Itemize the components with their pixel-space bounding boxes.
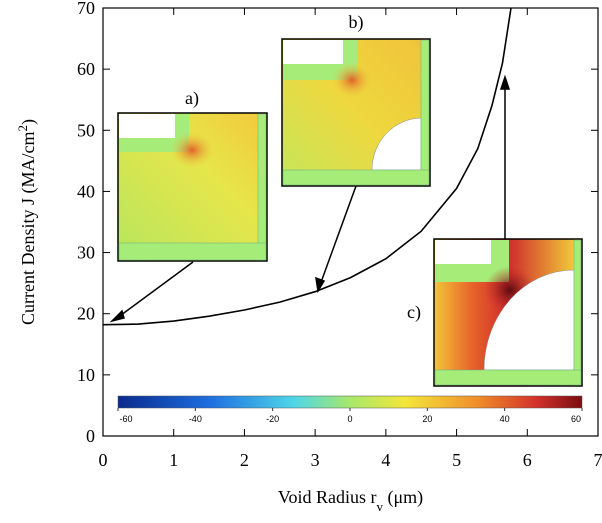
y-axis-label: Current Density J (MA/cm2)	[15, 119, 40, 325]
x-tick-label: 5	[452, 450, 461, 470]
colorbar-tick-label: 20	[422, 414, 432, 424]
y-axis-label-part: Current Density J (MA/cm	[18, 132, 39, 325]
x-tick-label: 1	[169, 450, 178, 470]
x-tick-label: 4	[381, 450, 390, 470]
x-tick-label: 6	[523, 450, 532, 470]
x-tick-label: 7	[594, 450, 602, 470]
x-tick-label: 2	[240, 450, 249, 470]
x-axis-label: Void Radius rv (μm)	[278, 487, 423, 514]
colorbar-tick-label: 60	[571, 414, 581, 424]
colorbar	[118, 396, 582, 408]
x-tick-label: 3	[311, 450, 320, 470]
x-axis-label-part: Void Radius r	[278, 487, 377, 507]
colorbar-tick-label: -40	[189, 414, 202, 424]
colorbar-tick-label: 40	[500, 414, 510, 424]
y-tick-label: 70	[77, 0, 95, 18]
colorbar-tick-label: 0	[347, 414, 352, 424]
y-tick-label: 60	[77, 59, 95, 79]
y-axis-label-part: )	[18, 119, 39, 125]
inset-a	[118, 113, 267, 261]
y-tick-label: 10	[77, 365, 95, 385]
y-tick-label: 20	[77, 304, 95, 324]
y-tick-label: 30	[77, 243, 95, 263]
inset-b	[282, 39, 430, 186]
x-axis-label-part: (μm)	[383, 487, 423, 508]
inset-label: c)	[407, 302, 421, 323]
inset-c	[434, 239, 582, 386]
y-tick-label: 40	[77, 181, 95, 201]
inset-label: b)	[349, 12, 364, 33]
colorbar-tick-label: -20	[266, 414, 279, 424]
inset-label: a)	[185, 88, 199, 109]
colorbar-tick-label: -60	[119, 414, 132, 424]
y-tick-label: 50	[77, 120, 95, 140]
x-tick-label: 0	[99, 450, 108, 470]
y-tick-label: 0	[86, 426, 95, 446]
